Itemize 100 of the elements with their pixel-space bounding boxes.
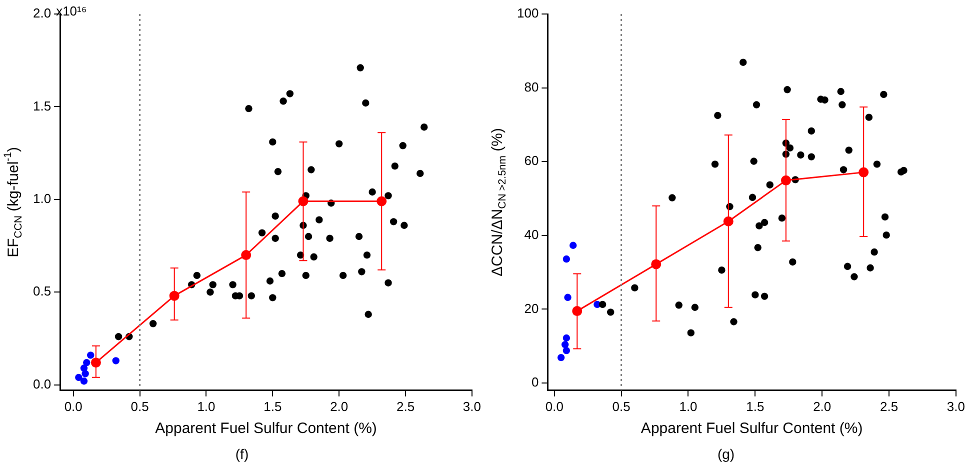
point [845, 146, 852, 154]
point [838, 101, 846, 108]
x-tick-label: 2.0 [330, 398, 348, 414]
point [206, 288, 214, 296]
point [193, 272, 201, 280]
point [302, 272, 310, 280]
x-tick-label: 0.5 [130, 398, 149, 414]
point [766, 181, 774, 188]
point [564, 294, 572, 302]
point [114, 333, 122, 340]
point [562, 346, 570, 354]
point [80, 378, 88, 385]
point [335, 140, 343, 148]
point [598, 300, 606, 308]
point [209, 281, 216, 288]
point [687, 329, 695, 336]
y-tick-label: 60 [524, 153, 539, 168]
text: (f) [234, 445, 250, 464]
point [760, 218, 768, 226]
point [808, 153, 815, 160]
point [607, 308, 614, 316]
point [278, 270, 286, 278]
point [881, 213, 889, 221]
point [75, 374, 82, 382]
point [675, 302, 682, 309]
point [756, 222, 763, 230]
point [364, 310, 372, 318]
point [339, 272, 347, 280]
point [272, 234, 279, 242]
point [873, 160, 881, 168]
point [750, 158, 758, 165]
point [269, 138, 276, 146]
text: (g) [716, 445, 736, 464]
point [900, 166, 908, 174]
point [570, 242, 577, 249]
point [355, 232, 363, 240]
point [391, 162, 398, 170]
point [797, 151, 804, 159]
point [631, 284, 638, 292]
point [840, 166, 848, 174]
point [880, 90, 888, 98]
point [149, 320, 157, 328]
point [248, 292, 256, 300]
x-tick-label: 0.0 [64, 398, 82, 414]
point [362, 99, 370, 107]
point [865, 114, 873, 121]
point [850, 273, 858, 280]
point [272, 212, 279, 220]
point [748, 194, 756, 202]
point [778, 214, 786, 222]
point [562, 255, 570, 263]
x-tick-label: 1.0 [679, 398, 698, 414]
x-tick-label: 3.0 [462, 398, 482, 414]
point [837, 88, 844, 96]
y-tick-label: 0.0 [32, 376, 52, 392]
point [368, 188, 376, 196]
point [668, 194, 676, 202]
point [844, 262, 852, 270]
point [358, 268, 366, 276]
y-tick-label: 20 [524, 300, 539, 316]
point [308, 166, 315, 174]
annotation: x10¹⁶ [56, 4, 87, 19]
point [258, 229, 266, 236]
point [80, 364, 88, 372]
x-tick-label: 2.5 [880, 398, 898, 414]
x-tick-label: 0.5 [612, 398, 630, 414]
x-axis-title: Apparent Fuel Sulfur Content (%) [155, 420, 377, 438]
point [821, 96, 828, 104]
y-tick-label: 0 [531, 374, 539, 390]
point [718, 266, 726, 274]
y-tick-label: 2.0 [32, 6, 52, 21]
point [280, 98, 287, 105]
point [326, 234, 334, 242]
point [784, 86, 791, 94]
point [882, 231, 890, 239]
point [83, 358, 90, 366]
point [866, 264, 874, 272]
point [400, 222, 408, 229]
point [786, 144, 794, 152]
point [274, 168, 282, 176]
point [870, 248, 878, 256]
point [711, 160, 719, 168]
x-tick-label: 1.0 [197, 398, 216, 414]
y-tick-label: 0.5 [32, 284, 52, 299]
x-tick-label: 3.0 [946, 398, 966, 414]
point [399, 142, 406, 150]
point [384, 279, 392, 286]
x-tick-label: 2.0 [813, 398, 832, 414]
point [789, 258, 796, 266]
x-axis-title: Apparent Fuel Sulfur Content (%) [640, 420, 863, 438]
point [808, 127, 815, 135]
point [754, 244, 762, 252]
point [691, 304, 699, 311]
y-axis-title: EFCCN (kg-fuel-1) [2, 146, 24, 258]
point [229, 281, 236, 288]
point [87, 352, 94, 359]
point [112, 357, 120, 364]
point [730, 318, 738, 326]
x-tick-label: 1.5 [264, 398, 282, 414]
x-tick-label: 1.5 [746, 398, 764, 414]
